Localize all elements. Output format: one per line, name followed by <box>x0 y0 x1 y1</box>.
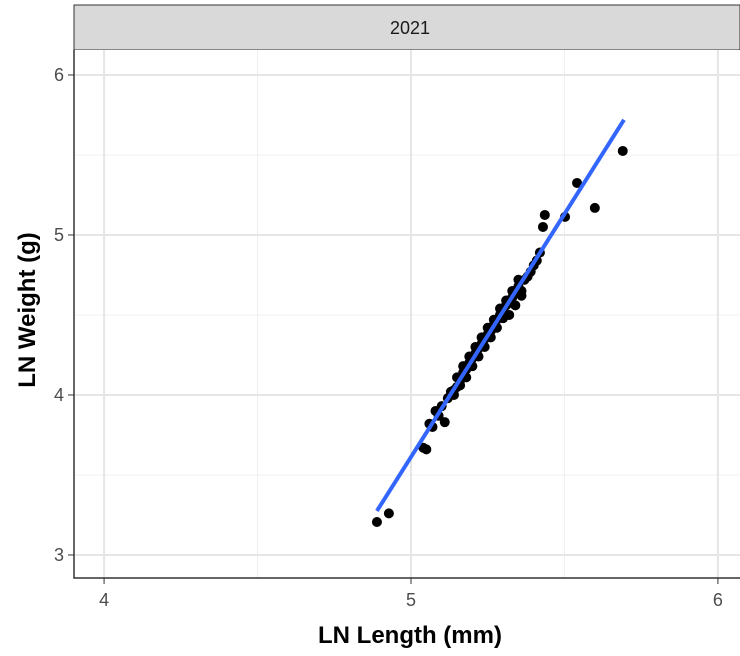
fit-line <box>375 118 626 513</box>
x-axis-title: LN Length (mm) <box>318 622 502 649</box>
point <box>510 300 521 311</box>
point <box>439 417 450 428</box>
facet-label: 2021 <box>390 18 430 38</box>
facet-strip <box>73 4 740 51</box>
y-tick-label: 3 <box>54 545 64 565</box>
y-tick-label: 4 <box>54 385 64 405</box>
point <box>617 145 628 156</box>
point <box>371 517 382 527</box>
point <box>539 209 550 220</box>
axis-frame <box>73 50 740 579</box>
point <box>421 444 432 455</box>
point <box>504 309 515 320</box>
y-tick-label: 5 <box>54 225 64 245</box>
x-tick-label: 4 <box>99 590 109 610</box>
point <box>516 290 527 301</box>
y-tick-label: 6 <box>54 65 64 85</box>
point <box>572 177 583 188</box>
point <box>383 508 394 519</box>
point <box>589 202 600 213</box>
x-tick-label: 6 <box>713 590 723 610</box>
panel <box>74 50 740 578</box>
point <box>537 221 548 232</box>
y-axis-title: LN Weight (g) <box>14 232 41 388</box>
x-tick-label: 5 <box>406 590 416 610</box>
